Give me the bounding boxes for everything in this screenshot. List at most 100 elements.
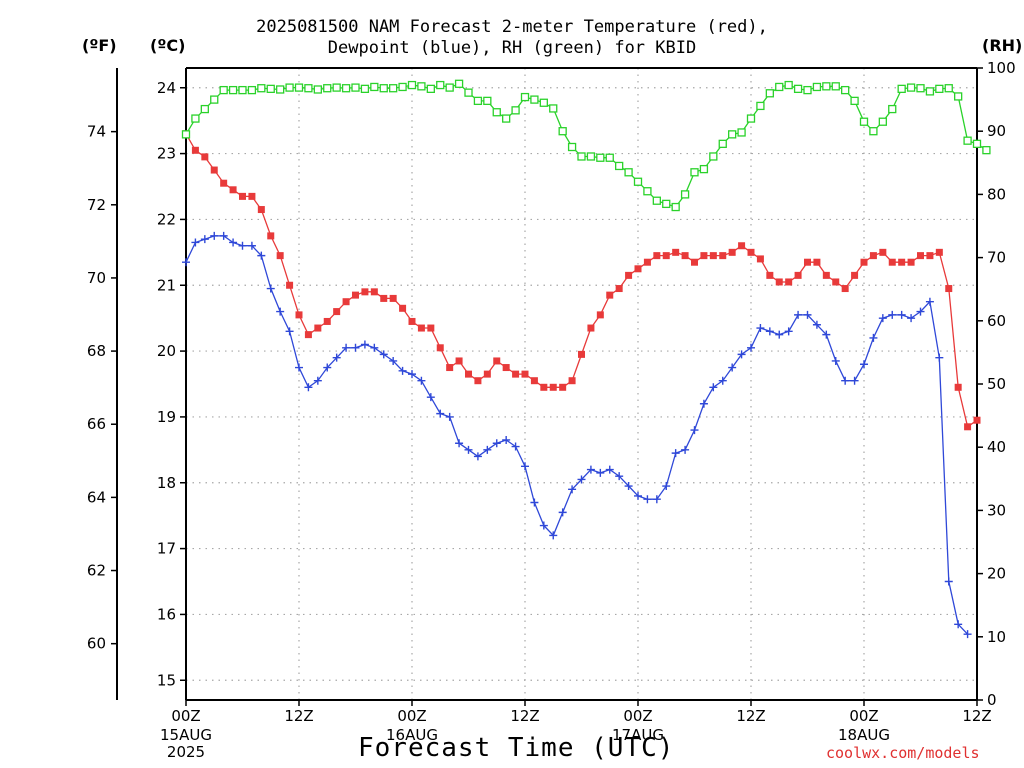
rh-tick-label: 70 bbox=[987, 249, 1006, 267]
rh-point bbox=[812, 82, 822, 92]
dewpoint-point bbox=[925, 297, 934, 306]
temperature-point bbox=[540, 383, 548, 391]
dewpoint-point bbox=[916, 307, 925, 316]
temperature-point bbox=[756, 255, 764, 263]
temperature-point bbox=[465, 370, 472, 378]
fahrenheit-tick-label: 60 bbox=[87, 635, 106, 653]
plot-frame bbox=[185, 67, 978, 701]
temperature-point bbox=[257, 206, 265, 214]
dewpoint-point bbox=[558, 508, 567, 517]
dewpoint-point bbox=[210, 231, 219, 240]
rh-tick-label: 20 bbox=[987, 565, 1006, 583]
dewpoint-point bbox=[200, 235, 209, 244]
rh-point bbox=[775, 82, 784, 92]
celsius-tick-label: 22 bbox=[157, 210, 176, 228]
source-credit: coolwx.com/models bbox=[826, 744, 980, 762]
dewpoint-point bbox=[869, 333, 878, 342]
x-tick-sublabel: 15AUG bbox=[160, 726, 212, 744]
rh-point bbox=[351, 83, 360, 92]
rh-point bbox=[200, 104, 209, 114]
dewpoint-point bbox=[323, 363, 332, 372]
rh-tick-label: 60 bbox=[987, 312, 1006, 330]
temperature-line bbox=[185, 133, 978, 428]
temperature-point bbox=[286, 281, 294, 289]
rh-point bbox=[624, 168, 633, 177]
dewpoint-point bbox=[671, 449, 680, 458]
rh-point bbox=[954, 92, 963, 101]
temperature-point bbox=[945, 285, 953, 293]
x-tick-sublabel: 17AUG bbox=[612, 726, 664, 744]
rh-point bbox=[577, 152, 586, 161]
temperature-point bbox=[973, 416, 981, 424]
rh-point bbox=[850, 96, 859, 106]
rh-point bbox=[228, 85, 238, 95]
rh-point bbox=[615, 161, 624, 171]
x-tick-label: 00Z bbox=[397, 707, 426, 725]
rh-point bbox=[502, 114, 511, 123]
series-temperature bbox=[182, 130, 981, 431]
rh-point bbox=[935, 84, 944, 94]
rh-point bbox=[596, 153, 605, 162]
fahrenheit-axis-unit: (ºF) bbox=[82, 36, 117, 55]
dewpoint-point bbox=[360, 340, 369, 349]
rh-point bbox=[549, 104, 558, 113]
rh-point bbox=[219, 85, 228, 95]
temperature-point bbox=[380, 294, 388, 302]
rh-point bbox=[586, 152, 596, 161]
rh-point bbox=[191, 114, 200, 123]
dewpoint-point bbox=[577, 475, 586, 484]
dewpoint-point bbox=[709, 383, 718, 392]
celsius-axis-unit: (ºC) bbox=[150, 36, 186, 55]
temperature-point bbox=[389, 294, 397, 302]
temperature-point bbox=[672, 248, 680, 256]
dewpoint-point bbox=[379, 350, 388, 359]
rh-point bbox=[389, 84, 398, 93]
rh-tick-label: 10 bbox=[987, 628, 1006, 646]
dewpoint-point bbox=[417, 376, 426, 385]
temperature-point bbox=[794, 271, 802, 279]
rh-point bbox=[822, 82, 831, 91]
dewpoint-point bbox=[803, 310, 812, 319]
temperature-point bbox=[766, 271, 774, 279]
temperature-point bbox=[813, 258, 821, 266]
rh-point bbox=[210, 95, 219, 104]
rh-point bbox=[332, 83, 341, 92]
rh-point bbox=[680, 190, 690, 199]
rh-point bbox=[492, 108, 501, 117]
temperature-point bbox=[709, 252, 717, 260]
temperature-point bbox=[408, 317, 416, 325]
x-tick-label: 12Z bbox=[736, 707, 765, 725]
temperature-point bbox=[719, 252, 727, 260]
temperature-point bbox=[530, 377, 538, 385]
temperature-point bbox=[333, 308, 341, 316]
temperature-point bbox=[455, 357, 463, 365]
rh-point bbox=[878, 117, 887, 126]
rh-point bbox=[728, 130, 737, 139]
temperature-point bbox=[606, 291, 614, 299]
dewpoint-point bbox=[944, 577, 953, 586]
temperature-point bbox=[964, 423, 972, 431]
temperature-point bbox=[559, 383, 567, 391]
rh-point bbox=[699, 164, 709, 174]
temperature-point bbox=[483, 370, 491, 378]
x-tick-sublabel: 2025 bbox=[167, 743, 205, 761]
temperature-point bbox=[370, 288, 378, 296]
rh-tick-label: 90 bbox=[987, 122, 1006, 140]
dewpoint-point bbox=[681, 445, 690, 454]
temperature-point bbox=[201, 153, 209, 161]
dewpoint-point bbox=[398, 366, 407, 375]
dewpoint-point bbox=[850, 376, 859, 385]
dewpoint-point bbox=[728, 363, 737, 372]
temperature-point bbox=[681, 252, 689, 260]
dewpoint-point bbox=[634, 491, 642, 500]
dewpoint-point bbox=[756, 324, 765, 333]
dewpoint-point bbox=[342, 343, 351, 352]
celsius-tick-label: 20 bbox=[157, 342, 176, 360]
dewpoint-point bbox=[831, 356, 840, 365]
grid-lines bbox=[186, 68, 977, 700]
rh-point bbox=[916, 84, 925, 93]
temperature-point bbox=[446, 364, 454, 372]
celsius-tick-label: 16 bbox=[157, 605, 176, 623]
temperature-point bbox=[229, 186, 237, 194]
